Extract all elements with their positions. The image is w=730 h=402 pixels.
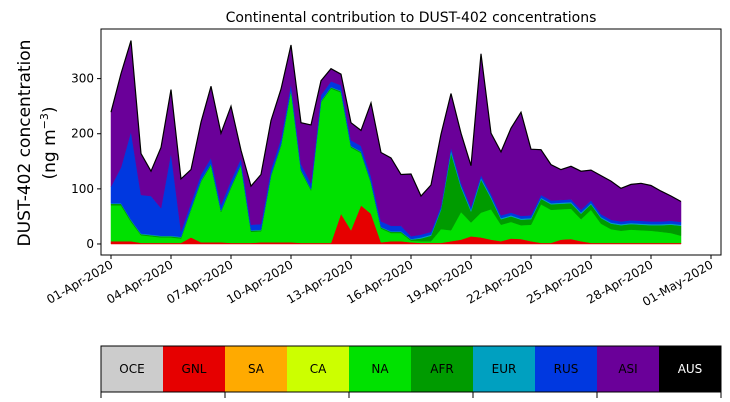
y-axis-label-line2: (ng m−3) [38,106,60,179]
legend-label-oce: OCE [119,362,144,376]
x-tick-label: 13-Apr-2020 [284,257,355,306]
y-axis-label: DUST-402 concentration (ng m−3) [15,40,60,247]
x-tick-label: 22-Apr-2020 [464,257,535,306]
legend-label-eur: EUR [492,362,517,376]
legend-swatch-sa [225,346,288,392]
plot-area [110,40,682,245]
legend-label-na: NA [371,362,389,376]
legend-swatch-asi [597,346,660,392]
y-axis-label-unit: (ng m [40,129,60,179]
legend-swatch-na [349,346,412,392]
legend-swatch-oce [101,346,164,392]
y-tick-label: 0 [86,237,94,251]
legend-swatch-afr [411,346,474,392]
total-outline [110,40,682,203]
legend-label-gnl: GNL [182,362,207,376]
y-axis-label-line1: DUST-402 concentration [15,40,35,247]
x-tick-label: 01-Apr-2020 [44,257,115,306]
y-axis: 0 100 200 300 [71,72,101,251]
y-tick-label: 300 [71,72,94,86]
legend-swatch-aus [659,346,722,392]
x-tick-label: 25-Apr-2020 [524,257,595,306]
legend-swatch-gnl [163,346,226,392]
legend-label-ca: CA [310,362,327,376]
legend-frame [100,345,722,393]
chart-title: Continental contribution to DUST-402 con… [226,10,597,26]
legend-swatch-rus [535,346,598,392]
x-tick-label: 07-Apr-2020 [164,257,235,306]
y-tick-label: 200 [71,127,94,141]
legend-label-aus: AUS [678,362,703,376]
legend-label-sa: SA [248,362,265,376]
y-axis-label-exponent: −3 [38,113,51,129]
legend-label-asi: ASI [618,362,637,376]
legend-swatch-eur [473,346,536,392]
x-tick-label: 16-Apr-2020 [344,257,415,306]
legend-swatch-ca [287,346,350,392]
x-tick-label: 19-Apr-2020 [404,257,475,306]
x-tick-label: 10-Apr-2020 [224,257,295,306]
x-tick-label: 04-Apr-2020 [104,257,175,306]
y-tick-label: 100 [71,182,94,196]
legend-label-afr: AFR [430,362,453,376]
legend-label-rus: RUS [554,362,579,376]
legend: OCE GNL SA CA NA AFR EUR RUS ASI AUS [100,345,722,398]
x-axis: 01-Apr-202004-Apr-202007-Apr-202010-Apr-… [44,255,716,309]
y-axis-label-close: ) [40,106,60,113]
